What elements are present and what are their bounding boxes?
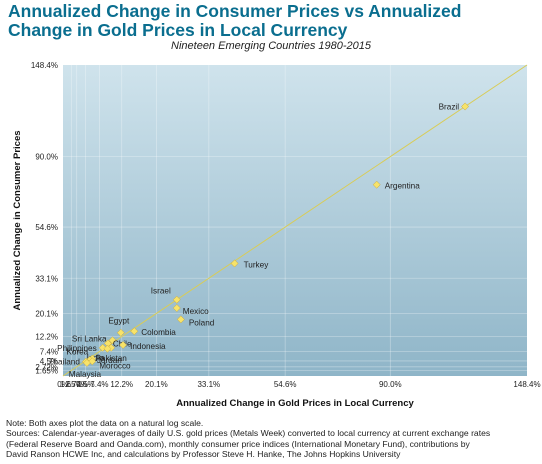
x-tick-label: 7.4% [90, 380, 108, 389]
point-label: Jordan [97, 356, 122, 365]
point-label: Korea [66, 348, 88, 357]
point-marker [176, 315, 185, 324]
x-tick-label: 2.72% [65, 380, 88, 389]
point-label: Poland [189, 318, 215, 327]
point-marker [119, 341, 128, 349]
x-tick-label: 90.0% [379, 380, 402, 389]
point-marker [130, 327, 139, 336]
point-marker [172, 304, 181, 312]
x-axis-ticks: 0%1.65%2.72%4.5%7.4% 12.2% 20.1% 33.1% 54.6%… [57, 380, 540, 389]
y-tick-label: 54.6% [35, 223, 58, 232]
point-marker [116, 328, 125, 337]
chart-notes: Note: Both axes plot the data on a natur… [6, 418, 538, 460]
data-points: Brazil Argentina Turkey Israel Mexico Poland C… [49, 102, 470, 379]
point-label: Malaysia [69, 370, 102, 379]
point-label: Colombia [141, 328, 176, 337]
x-tick-label: 20.1% [145, 380, 168, 389]
y-tick-label: 12.2% [35, 333, 58, 342]
point-label: Argentina [385, 182, 420, 191]
point-label: Mexico [183, 307, 209, 316]
gridlines [63, 65, 527, 376]
point-marker [172, 295, 181, 304]
point-label: Egypt [108, 317, 130, 326]
point-label: Indonesia [130, 342, 166, 351]
point-marker [230, 259, 239, 268]
point-label: Brazil [439, 102, 460, 111]
point-marker [461, 102, 470, 111]
title-line-2: Change in Gold Prices in Local Currency [8, 20, 348, 40]
y-tick-label: 1.65% [35, 366, 58, 375]
y-tick-label: 20.1% [35, 309, 58, 318]
point-marker [372, 180, 381, 189]
point-label: Israel [151, 287, 171, 296]
y-axis-ticks: 148.4% 90.0% 54.6% 33.1% 20.1% 12.2% 7.4%4.5%2… [31, 61, 58, 375]
reference-line [62, 64, 528, 377]
y-axis-label: Annualized Change in Consumer Prices [12, 130, 23, 310]
x-tick-label: 12.2% [110, 380, 133, 389]
x-tick-label: 1.65% [60, 380, 83, 389]
point-label: Turkey [244, 260, 270, 269]
x-tick-label: 0% [57, 380, 69, 389]
x-tick-label: 33.1% [197, 380, 220, 389]
source-line: David Ranson HCWE Inc, and calculations … [6, 449, 401, 460]
point-marker [108, 336, 117, 345]
y-tick-label: 33.1% [35, 274, 58, 283]
x-tick-label: 148.4% [513, 380, 540, 389]
point-label: Sri Lanka [72, 334, 107, 343]
point-label: Philippines [57, 344, 97, 353]
y-tick-label: 4.5% [40, 357, 58, 366]
y-tick-label: 148.4% [31, 61, 58, 70]
source-line: (Federal Reserve Board and Oanda.com), m… [6, 438, 470, 449]
point-label: Thailand [49, 358, 81, 367]
x-tick-label: 4.5% [76, 380, 94, 389]
point-marker [82, 358, 91, 367]
note-line: Note: Both axes plot the data on a natur… [6, 418, 204, 428]
x-tick-label: 54.6% [274, 380, 297, 389]
y-tick-label: 2.72% [35, 363, 58, 372]
point-marker [98, 343, 107, 352]
point-label: Morocco [99, 361, 131, 370]
point-marker [103, 344, 112, 353]
source-line: Sources: Calendar-year-averages of daily… [6, 428, 491, 439]
chart-title: Annualized Change in Consumer Prices vs … [8, 2, 538, 40]
title-line-1: Annualized Change in Consumer Prices vs … [8, 1, 462, 21]
point-label: Pakistan [95, 354, 127, 363]
chart-subtitle: Nineteen Emerging Countries 1980-2015 [171, 40, 371, 52]
x-axis-label: Annualized Change in Gold Prices in Loca… [176, 398, 414, 409]
y-tick-label: 90.0% [35, 153, 58, 162]
y-tick-label: 7.4% [40, 348, 58, 357]
